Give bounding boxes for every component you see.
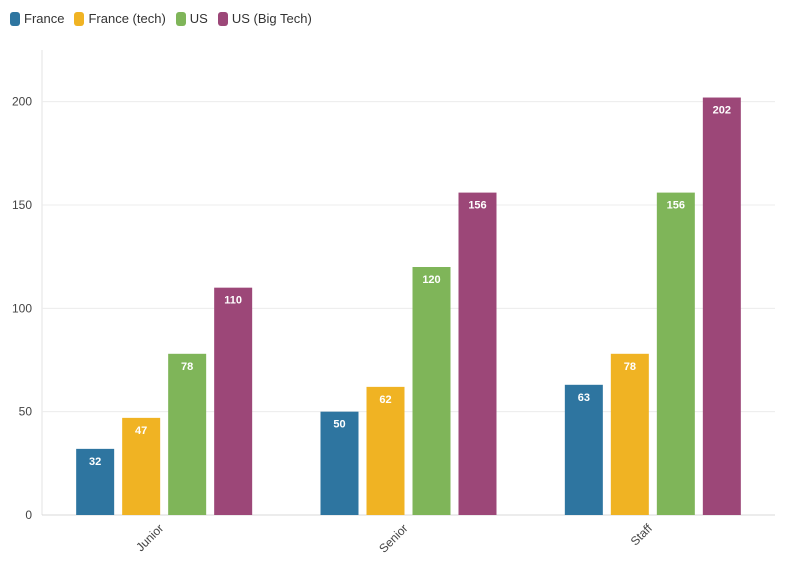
y-tick-label-200: 200 [12,95,32,109]
data-label-france-staff: 63 [578,392,590,404]
legend-swatch-france-tech [74,11,85,26]
bar-us-junior [168,353,207,515]
legend-swatch-us-big-tech [217,11,228,26]
data-label-france-tech-senior: 62 [379,394,391,406]
legend-item-us[interactable]: US [175,11,208,26]
x-category-label-staff: Staff [628,521,656,549]
bar-us-staff [656,192,695,515]
bar-france-senior [320,411,359,515]
data-label-france-senior: 50 [333,419,345,431]
bar-france-staff [564,384,603,515]
bar-france-tech-staff [610,353,649,515]
bar-us-senior [412,267,451,515]
data-label-us-senior: 120 [422,274,440,286]
legend: France France (tech) US US (Big Tech) [10,11,322,26]
legend-item-us-big-tech[interactable]: US (Big Tech) [217,11,312,26]
data-label-france-tech-junior: 47 [135,425,147,437]
legend-item-france-tech[interactable]: France (tech) [74,11,166,26]
data-label-us-big-tech-junior: 110 [224,295,242,307]
legend-swatch-france [10,11,20,26]
data-label-france-junior: 32 [89,456,101,468]
y-tick-label-150: 150 [12,198,32,212]
y-tick-label-50: 50 [19,405,33,419]
legend-item-france[interactable]: France [10,11,64,26]
bar-france-tech-junior [122,417,161,515]
bar-us-big-tech-staff [702,97,741,516]
data-label-us-junior: 78 [181,361,193,373]
legend-label-france-tech: France (tech) [88,11,166,26]
x-category-label-senior: Senior [376,521,410,555]
bar-us-big-tech-senior [458,192,497,515]
y-tick-label-100: 100 [12,301,32,315]
data-label-us-big-tech-staff: 202 [713,105,731,117]
x-category-label-junior: Junior [133,521,166,554]
legend-label-france: France [24,11,65,26]
legend-label-us: US [189,11,208,26]
bar-france-junior [76,448,115,515]
legend-label-us-big-tech: US (Big Tech) [231,11,312,26]
bar-us-big-tech-junior [214,287,253,515]
data-label-us-staff: 156 [667,200,685,212]
bar-france-tech-senior [366,386,405,515]
data-label-us-big-tech-senior: 156 [468,200,486,212]
y-tick-label-0: 0 [25,508,32,522]
data-label-france-tech-staff: 78 [624,361,636,373]
legend-swatch-us [175,11,186,26]
